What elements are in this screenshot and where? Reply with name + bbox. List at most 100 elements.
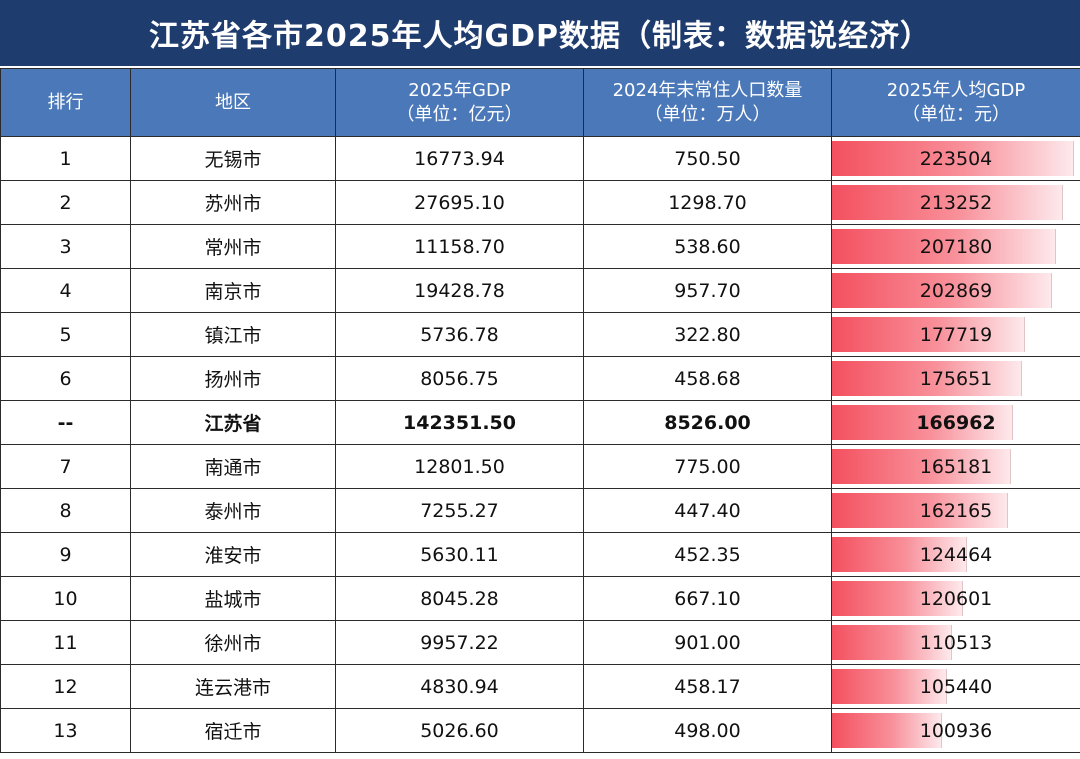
data-table: 排行 地区 2025年GDP （单位：亿元） 2024年末常住人口数量 （单位：万人… (0, 68, 1080, 753)
table-row: 8 泰州市 7255.27 447.40 162165 (0, 488, 1080, 533)
gdp-cell: 11158.70 (335, 224, 584, 269)
per-capita-bar (832, 537, 968, 572)
gdp-cell: 12801.50 (335, 444, 584, 489)
region-cell: 扬州市 (130, 356, 336, 401)
per-capita-cell: 202869 (831, 268, 1080, 313)
per-capita-bar (832, 581, 964, 616)
per-capita-value: 202869 (919, 279, 993, 302)
header-population: 2024年末常住人口数量 （单位：万人） (583, 68, 832, 137)
table-row: 12 连云港市 4830.94 458.17 105440 (0, 664, 1080, 709)
per-capita-value: 124464 (919, 543, 993, 566)
population-cell: 447.40 (583, 488, 832, 533)
per-capita-cell: 120601 (831, 576, 1080, 621)
per-capita-bar (832, 405, 1014, 440)
per-capita-bar (832, 229, 1057, 264)
table-body: 1 无锡市 16773.94 750.50 223504 2 苏州市 27695.10 1298… (0, 136, 1080, 753)
gdp-cell: 5630.11 (335, 532, 584, 577)
page-title: 江苏省各市2025年人均GDP数据（制表：数据说经济） (0, 0, 1080, 68)
per-capita-value: 175651 (919, 367, 993, 390)
per-capita-value: 110513 (919, 631, 993, 654)
region-cell: 宿迁市 (130, 708, 336, 753)
rank-cell: 2 (0, 180, 131, 225)
table-row: 5 镇江市 5736.78 322.80 177719 (0, 312, 1080, 357)
per-capita-cell: 162165 (831, 488, 1080, 533)
per-capita-bar (832, 361, 1023, 396)
population-cell: 538.60 (583, 224, 832, 269)
per-capita-value: 105440 (919, 675, 993, 698)
per-capita-value: 166962 (916, 411, 996, 434)
rank-cell: 3 (0, 224, 131, 269)
region-cell: 徐州市 (130, 620, 336, 665)
rank-cell: 11 (0, 620, 131, 665)
per-capita-bar (832, 273, 1052, 308)
per-capita-bar (832, 669, 947, 704)
table-row: 13 宿迁市 5026.60 498.00 100936 (0, 708, 1080, 753)
rank-cell: 12 (0, 664, 131, 709)
table-row: 11 徐州市 9957.22 901.00 110513 (0, 620, 1080, 665)
region-cell: 泰州市 (130, 488, 336, 533)
population-cell: 667.10 (583, 576, 832, 621)
rank-cell: -- (0, 400, 131, 445)
header-region: 地区 (130, 68, 336, 137)
rank-cell: 4 (0, 268, 131, 313)
region-cell: 南京市 (130, 268, 336, 313)
gdp-cell: 5026.60 (335, 708, 584, 753)
population-cell: 458.17 (583, 664, 832, 709)
per-capita-value: 162165 (919, 499, 993, 522)
per-capita-cell: 177719 (831, 312, 1080, 357)
per-capita-value: 213252 (919, 191, 993, 214)
gdp-cell: 19428.78 (335, 268, 584, 313)
per-capita-cell: 207180 (831, 224, 1080, 269)
per-capita-cell: 165181 (831, 444, 1080, 489)
per-capita-value: 177719 (919, 323, 993, 346)
per-capita-cell: 223504 (831, 136, 1080, 181)
table-row: 10 盐城市 8045.28 667.10 120601 (0, 576, 1080, 621)
table-row: 9 淮安市 5630.11 452.35 124464 (0, 532, 1080, 577)
region-cell: 江苏省 (130, 400, 336, 445)
region-cell: 无锡市 (130, 136, 336, 181)
gdp-cell: 4830.94 (335, 664, 584, 709)
per-capita-cell: 166962 (831, 400, 1080, 445)
header-row: 排行 地区 2025年GDP （单位：亿元） 2024年末常住人口数量 （单位：万人… (0, 68, 1080, 137)
table-row: 7 南通市 12801.50 775.00 165181 (0, 444, 1080, 489)
per-capita-value: 165181 (919, 455, 993, 478)
table-row: 2 苏州市 27695.10 1298.70 213252 (0, 180, 1080, 225)
rank-cell: 6 (0, 356, 131, 401)
gdp-cell: 8056.75 (335, 356, 584, 401)
table-row: 3 常州市 11158.70 538.60 207180 (0, 224, 1080, 269)
rank-cell: 10 (0, 576, 131, 621)
table-row: -- 江苏省 142351.50 8526.00 166962 (0, 400, 1080, 445)
per-capita-bar (832, 493, 1008, 528)
table-row: 6 扬州市 8056.75 458.68 175651 (0, 356, 1080, 401)
per-capita-cell: 175651 (831, 356, 1080, 401)
gdp-cell: 142351.50 (335, 400, 584, 445)
population-cell: 750.50 (583, 136, 832, 181)
rank-cell: 9 (0, 532, 131, 577)
per-capita-value: 100936 (919, 719, 993, 742)
region-cell: 淮安市 (130, 532, 336, 577)
header-rank: 排行 (0, 68, 131, 137)
per-capita-bar (832, 317, 1025, 352)
population-cell: 322.80 (583, 312, 832, 357)
per-capita-cell: 124464 (831, 532, 1080, 577)
per-capita-bar (832, 185, 1063, 220)
header-per-capita: 2025年人均GDP （单位：元） (831, 68, 1080, 137)
population-cell: 901.00 (583, 620, 832, 665)
rank-cell: 7 (0, 444, 131, 489)
population-cell: 458.68 (583, 356, 832, 401)
population-cell: 498.00 (583, 708, 832, 753)
population-cell: 8526.00 (583, 400, 832, 445)
gdp-cell: 27695.10 (335, 180, 584, 225)
per-capita-cell: 100936 (831, 708, 1080, 753)
region-cell: 苏州市 (130, 180, 336, 225)
per-capita-value: 120601 (919, 587, 993, 610)
population-cell: 957.70 (583, 268, 832, 313)
region-cell: 盐城市 (130, 576, 336, 621)
rank-cell: 5 (0, 312, 131, 357)
gdp-cell: 5736.78 (335, 312, 584, 357)
per-capita-value: 223504 (919, 147, 993, 170)
per-capita-bar (832, 141, 1074, 176)
per-capita-cell: 105440 (831, 664, 1080, 709)
gdp-cell: 8045.28 (335, 576, 584, 621)
